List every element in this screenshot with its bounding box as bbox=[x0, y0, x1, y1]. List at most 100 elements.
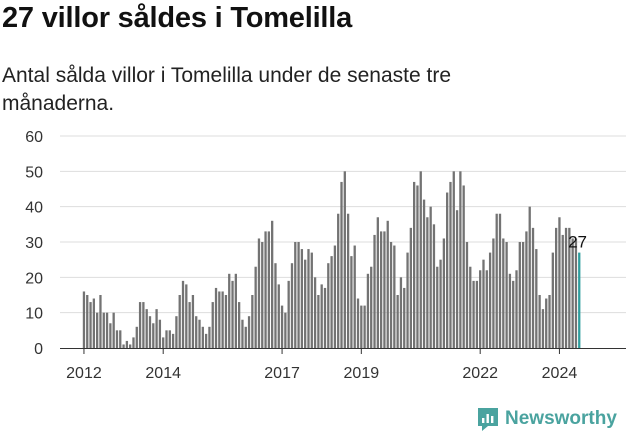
bar bbox=[488, 252, 492, 348]
bar bbox=[224, 295, 228, 348]
bar bbox=[237, 302, 241, 348]
bar bbox=[353, 245, 356, 348]
bar bbox=[228, 273, 231, 348]
bar bbox=[535, 249, 538, 348]
bar bbox=[399, 277, 403, 348]
bar bbox=[277, 284, 280, 348]
bar bbox=[356, 298, 360, 348]
x-tick-label: 2014 bbox=[145, 365, 181, 382]
bar bbox=[218, 291, 221, 348]
bar bbox=[175, 316, 178, 348]
bar bbox=[109, 323, 112, 348]
bar bbox=[234, 273, 237, 348]
bar bbox=[413, 181, 416, 348]
bar bbox=[409, 227, 412, 348]
y-tick-label: 60 bbox=[25, 129, 43, 146]
bar bbox=[393, 245, 396, 348]
bar bbox=[181, 280, 185, 348]
bar bbox=[475, 280, 479, 348]
bar bbox=[135, 326, 138, 348]
bar bbox=[442, 238, 446, 348]
bar bbox=[363, 305, 366, 348]
bar bbox=[376, 217, 379, 348]
bar bbox=[469, 266, 472, 348]
bar bbox=[99, 295, 102, 348]
y-tick-label: 10 bbox=[25, 306, 43, 323]
bar bbox=[195, 316, 198, 348]
bar bbox=[373, 234, 376, 348]
bar bbox=[479, 270, 482, 348]
bar bbox=[485, 270, 488, 348]
bar bbox=[168, 330, 171, 348]
bar bbox=[148, 316, 152, 348]
bar bbox=[271, 220, 274, 348]
y-tick-label: 40 bbox=[25, 200, 43, 217]
bar bbox=[512, 280, 515, 348]
bar bbox=[521, 242, 525, 348]
bar bbox=[449, 181, 452, 348]
bar bbox=[138, 302, 142, 348]
bar bbox=[360, 305, 363, 348]
bar bbox=[508, 273, 512, 348]
bar bbox=[125, 340, 129, 348]
data-label-latest: 27 bbox=[568, 233, 587, 252]
bar bbox=[162, 337, 165, 348]
bar bbox=[551, 252, 554, 348]
x-tick-label: 2022 bbox=[462, 365, 498, 382]
bar bbox=[505, 242, 508, 348]
gridlines bbox=[60, 135, 626, 314]
bar bbox=[531, 227, 535, 348]
bar bbox=[502, 238, 505, 348]
bar bbox=[446, 192, 449, 348]
bar bbox=[214, 287, 218, 348]
bar bbox=[307, 249, 310, 348]
bar bbox=[337, 213, 340, 348]
y-tick-label: 0 bbox=[34, 341, 43, 358]
bar bbox=[406, 252, 409, 348]
bar bbox=[561, 234, 564, 348]
brand-name: Newsworthy bbox=[505, 408, 617, 429]
bar bbox=[119, 330, 122, 348]
bar bbox=[429, 206, 432, 348]
y-tick-label: 30 bbox=[25, 235, 43, 252]
bar bbox=[343, 171, 346, 348]
x-tick-label: 2017 bbox=[264, 365, 300, 382]
bar bbox=[122, 344, 125, 348]
bar bbox=[320, 284, 323, 348]
bar bbox=[310, 252, 313, 348]
bar bbox=[313, 277, 317, 348]
brand: Newsworthy bbox=[476, 406, 617, 432]
x-axis: 2012 2014 2017 2019 2022 2024 bbox=[60, 348, 626, 382]
bar bbox=[208, 326, 211, 348]
bar bbox=[257, 238, 261, 348]
bar bbox=[251, 295, 254, 348]
bar bbox=[92, 298, 96, 348]
bar bbox=[379, 231, 383, 348]
y-tick-label: 50 bbox=[25, 164, 43, 181]
bar bbox=[538, 295, 541, 348]
bar bbox=[89, 302, 92, 348]
bar bbox=[459, 171, 462, 348]
bar bbox=[498, 213, 502, 348]
bar bbox=[465, 242, 469, 348]
bar bbox=[396, 295, 399, 348]
bar bbox=[267, 231, 271, 348]
bar bbox=[317, 295, 320, 348]
bar bbox=[261, 242, 264, 348]
bar bbox=[244, 326, 247, 348]
bar bbox=[191, 295, 195, 348]
chart-subtitle: Antal sålda villor i Tomelilla under de … bbox=[2, 64, 452, 115]
bar bbox=[231, 280, 234, 348]
bar bbox=[436, 266, 439, 348]
bar bbox=[554, 227, 558, 348]
bar bbox=[82, 291, 86, 348]
bar bbox=[290, 263, 294, 348]
bar bbox=[142, 302, 145, 348]
bar bbox=[340, 181, 343, 348]
bar bbox=[389, 242, 393, 348]
bar bbox=[158, 319, 162, 348]
bar bbox=[274, 263, 277, 348]
bar-latest bbox=[578, 252, 581, 348]
bar bbox=[96, 312, 99, 348]
